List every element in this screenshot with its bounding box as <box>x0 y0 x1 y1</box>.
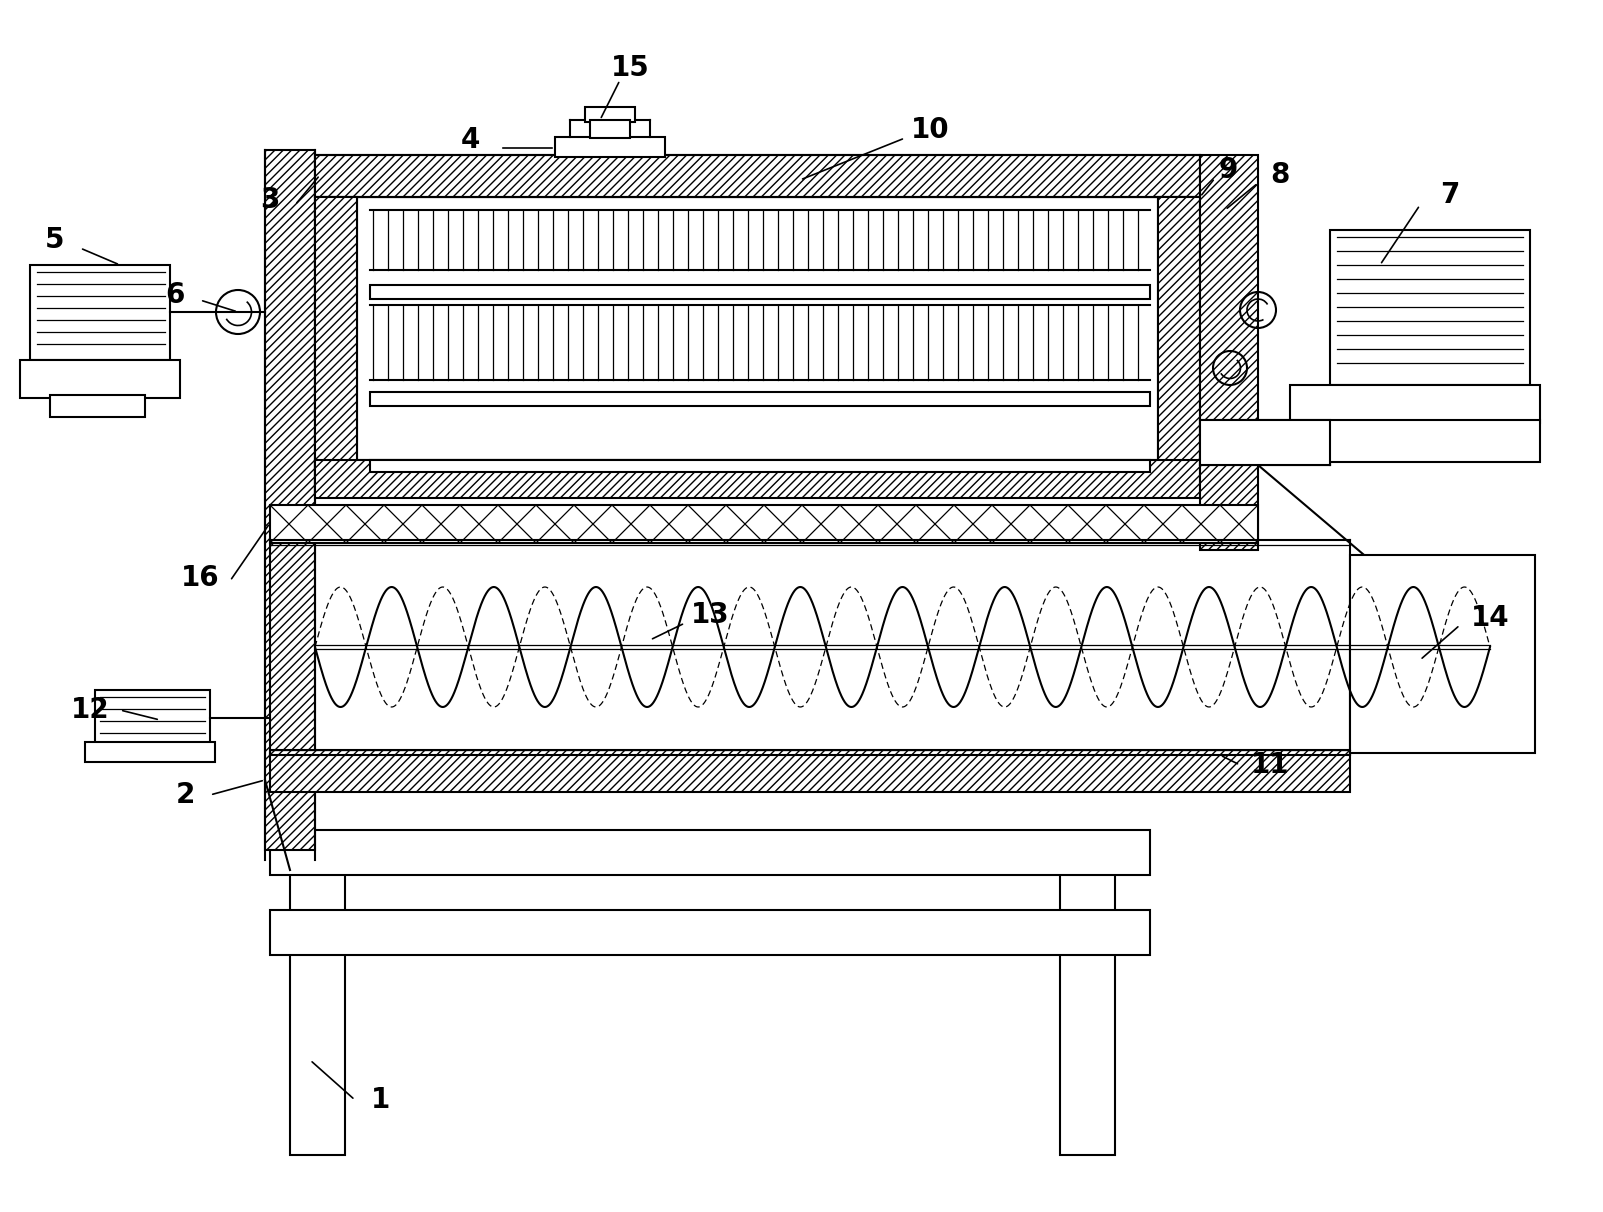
Text: 9: 9 <box>1218 156 1238 184</box>
Bar <box>590 120 630 138</box>
Bar <box>1290 421 1540 462</box>
Bar <box>370 285 1149 299</box>
Text: 8: 8 <box>1270 161 1290 189</box>
Text: 12: 12 <box>71 696 109 724</box>
Bar <box>1157 198 1201 494</box>
Bar <box>269 505 1258 543</box>
Text: 10: 10 <box>911 116 949 144</box>
Text: 15: 15 <box>611 55 649 82</box>
Bar <box>1290 385 1540 423</box>
Bar <box>316 461 1201 498</box>
Text: 2: 2 <box>175 781 194 808</box>
Bar <box>585 107 635 122</box>
Bar <box>1330 230 1529 385</box>
Text: 14: 14 <box>1470 604 1510 631</box>
Bar <box>1350 555 1536 753</box>
Text: 3: 3 <box>260 185 279 215</box>
Text: 7: 7 <box>1441 181 1460 208</box>
Bar <box>316 198 357 494</box>
Bar <box>370 391 1149 406</box>
Text: 11: 11 <box>1250 751 1289 779</box>
Text: 16: 16 <box>181 564 220 591</box>
Bar <box>19 360 180 398</box>
Bar <box>269 830 1149 875</box>
Bar <box>1201 421 1330 465</box>
Bar <box>269 750 1350 791</box>
Bar <box>30 265 170 360</box>
Text: 4: 4 <box>460 126 479 154</box>
Bar <box>370 461 1149 471</box>
Text: 1: 1 <box>370 1086 390 1114</box>
Bar <box>50 395 144 417</box>
Bar <box>264 150 316 850</box>
Bar <box>85 742 215 762</box>
Text: 6: 6 <box>165 281 184 309</box>
Bar <box>316 155 1201 198</box>
Bar <box>290 870 345 1155</box>
Bar <box>1060 870 1116 1155</box>
Bar <box>95 690 210 745</box>
Bar <box>1201 155 1258 550</box>
Bar <box>357 198 1157 461</box>
Text: 5: 5 <box>45 225 64 255</box>
Bar <box>555 137 665 158</box>
Text: 13: 13 <box>691 601 729 629</box>
Bar <box>269 910 1149 955</box>
